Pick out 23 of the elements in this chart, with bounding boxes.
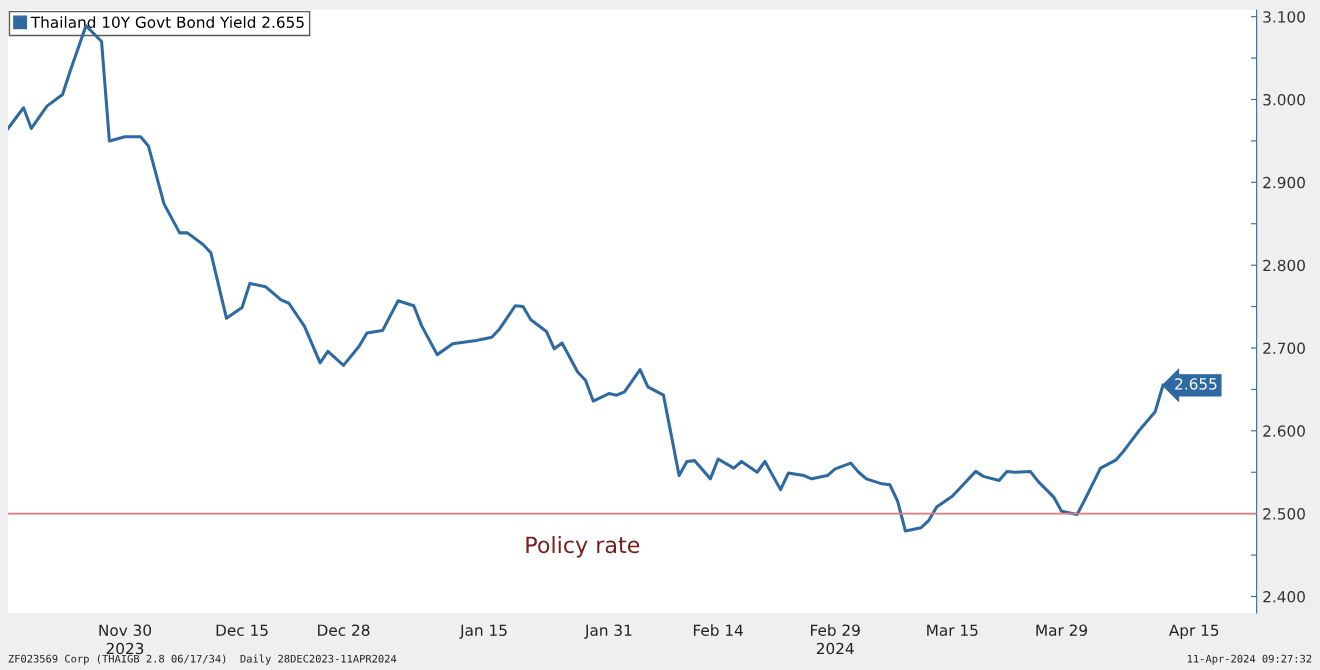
data-label: 2.655: [1175, 378, 1217, 390]
y-tick-label: 3.000: [1263, 93, 1305, 106]
x-tick-label: Apr 15: [1168, 624, 1219, 639]
y-tick-label: 2.700: [1263, 342, 1305, 355]
x-tick-label: Feb 29 2024: [811, 624, 860, 655]
y-tick-label: 2.800: [1263, 259, 1305, 272]
y-tick-label: 2.900: [1263, 176, 1305, 189]
x-tick-label: Nov 30 2023: [99, 624, 152, 655]
x-tick-label: Feb 14: [693, 624, 743, 636]
x-tick-label: Mar 29: [1036, 624, 1088, 636]
y-tick-label: 2.500: [1263, 508, 1305, 520]
legend-label: Thailand 10Y Govt Bond Yield 2.655: [30, 16, 304, 28]
ref-line-label: Policy rate: [526, 536, 640, 558]
text: ZF023569 Corp (THAIGB 2.8 06/17/34) Daily 28DEC2023-11APR2024: [8, 654, 397, 665]
x-tick-label: Dec 28: [318, 624, 370, 636]
x-tick-label: Jan 31: [584, 624, 632, 639]
x-tick-label: Dec 15: [216, 624, 268, 636]
y-tick-label: 2.600: [1263, 425, 1305, 437]
x-tick-label: Mar 15: [927, 624, 978, 636]
x-tick-label: Jan 15: [459, 624, 507, 639]
y-tick-label: 3.100: [1263, 11, 1305, 23]
y-tick-label: 2.400: [1263, 590, 1305, 603]
text: 11-Apr-2024 09:27:32: [1187, 654, 1312, 665]
